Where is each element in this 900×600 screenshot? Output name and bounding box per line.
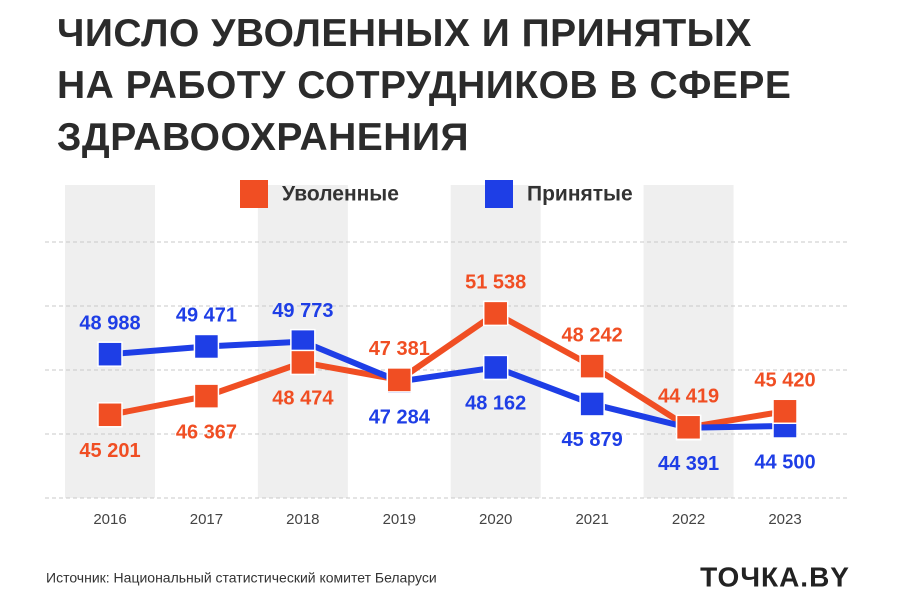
series-line: [109, 338, 786, 431]
value-label: 48 474: [272, 388, 334, 410]
marker: [579, 391, 605, 417]
column-band: [643, 185, 734, 498]
marker: [482, 354, 509, 381]
value-label: 47 381: [369, 338, 430, 360]
legend-label: Принятые: [527, 183, 633, 206]
value-label: 45 879: [562, 429, 623, 451]
value-label: 45 201: [79, 440, 140, 462]
marker: [290, 349, 316, 376]
value-label: 49 471: [176, 305, 237, 327]
marker: [772, 398, 798, 425]
legend-swatch: [240, 180, 268, 208]
marker: [193, 333, 220, 360]
value-label: 48 242: [562, 324, 623, 346]
marker: [482, 300, 509, 327]
x-tick-label: 2020: [479, 511, 512, 528]
marker: [579, 353, 605, 379]
marker: [675, 414, 702, 441]
value-label: 44 500: [754, 451, 815, 473]
title-line: ЗДРАВООХРАНЕНИЯ: [57, 116, 470, 159]
x-tick-label: 2017: [190, 511, 223, 528]
value-label: 49 773: [272, 300, 333, 322]
x-tick-label: 2018: [286, 511, 319, 528]
title-line: НА РАБОТУ СОТРУДНИКОВ В СФЕРЕ: [57, 64, 792, 107]
legend-swatch: [485, 180, 513, 208]
series-line: [109, 310, 786, 431]
x-tick-label: 2023: [768, 511, 801, 528]
title-line: ЧИСЛО УВОЛЕННЫХ И ПРИНЯТЫХ: [57, 12, 752, 55]
marker: [386, 367, 413, 393]
value-label: 48 162: [465, 393, 526, 415]
marker: [97, 402, 123, 428]
x-tick-label: 2021: [575, 511, 608, 528]
value-label: 47 284: [369, 407, 431, 429]
x-tick-label: 2022: [672, 511, 705, 528]
x-tick-label: 2019: [383, 511, 416, 528]
column-band: [450, 185, 541, 498]
legend-label: Уволенные: [282, 183, 399, 206]
value-label: 44 391: [658, 453, 719, 475]
value-label: 51 538: [465, 272, 526, 294]
source: Источник: Национальный статистический ко…: [46, 570, 437, 586]
value-label: 46 367: [176, 421, 237, 443]
value-label: 45 420: [754, 370, 815, 392]
value-label: 48 988: [79, 312, 140, 334]
value-label: 44 419: [658, 386, 719, 408]
marker: [193, 383, 220, 409]
logo: ТОЧКА.BY: [700, 561, 850, 592]
x-tick-label: 2016: [93, 511, 126, 528]
marker: [97, 341, 123, 367]
chart-title: ЧИСЛО УВОЛЕННЫХ И ПРИНЯТЫХ НА РАБОТУ СОТР…: [57, 8, 791, 164]
